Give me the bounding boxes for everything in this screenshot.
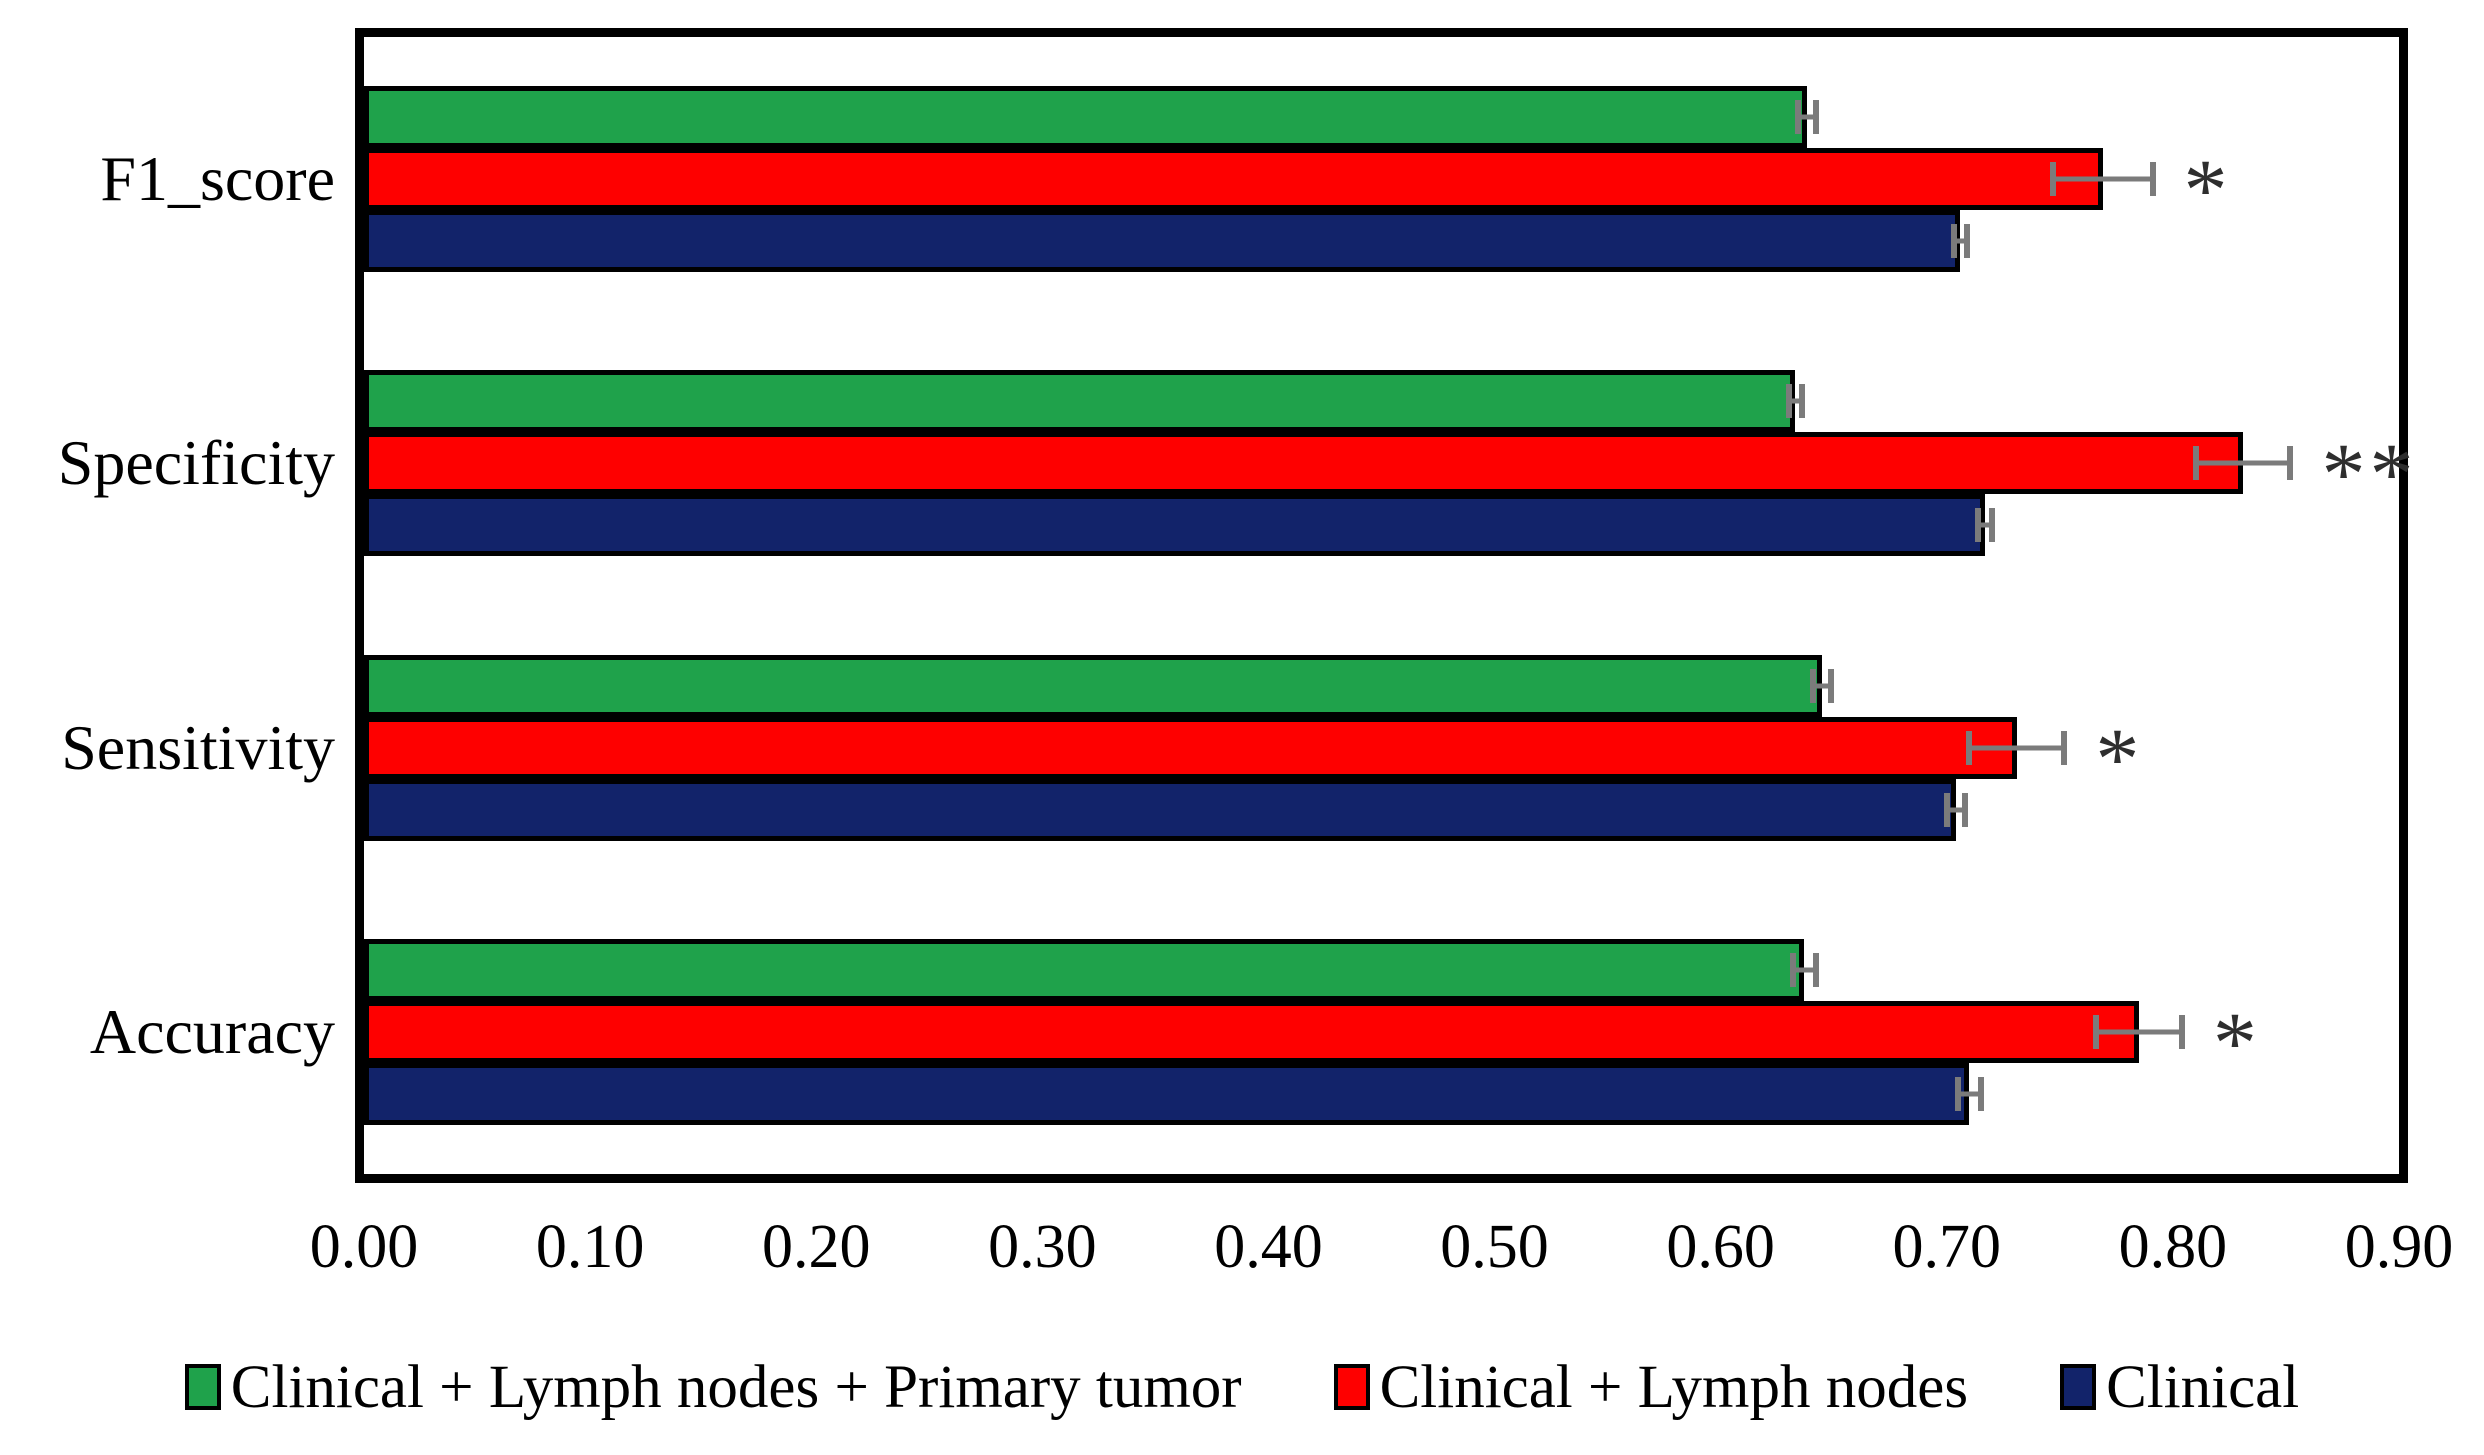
error-bar-cap	[1961, 792, 1968, 827]
error-bar-cap	[1943, 792, 1950, 827]
error-bar-cap	[1799, 384, 1806, 419]
error-bar-cap	[1975, 508, 1982, 543]
legend-swatch	[184, 1364, 221, 1410]
legend-label: Clinical + Lymph nodes	[1379, 1353, 1969, 1421]
bar: *	[364, 715, 2139, 803]
x-tick-label: 0.60	[1666, 1213, 1775, 1281]
error-bar-cap	[2050, 162, 2057, 197]
error-bar	[2096, 1029, 2182, 1035]
legend: Clinical + Lymph nodes + Primary tumor Cl…	[0, 1335, 2484, 1439]
legend-item: Clinical + Lymph nodes	[1333, 1353, 1969, 1421]
x-tick-label: 0.80	[2118, 1213, 2228, 1281]
category-band: **	[364, 321, 2413, 605]
error-bar-cap	[1950, 224, 1957, 259]
error-bar	[1969, 745, 2065, 751]
bar	[364, 210, 1971, 273]
error-bar	[1797, 114, 1816, 120]
error-bar-cap	[2178, 1014, 2185, 1049]
legend-label: Clinical	[2106, 1353, 2300, 1421]
x-tick-label: 0.90	[2344, 1213, 2454, 1281]
error-bar-cap	[2287, 446, 2294, 481]
error-bar	[2195, 460, 2291, 466]
error-bar-cap	[1966, 730, 1973, 765]
legend-swatch	[1333, 1364, 1370, 1410]
error-bar	[1953, 238, 1968, 244]
x-tick-label: 0.50	[1440, 1213, 1549, 1281]
bar	[364, 654, 1835, 717]
error-bar	[2053, 176, 2153, 182]
category-band: *	[364, 890, 2399, 1174]
error-bar	[1788, 398, 1803, 404]
error-bar-cap	[1785, 384, 1792, 419]
category-label: Specificity	[57, 427, 335, 499]
error-bar	[1793, 967, 1816, 973]
x-tick-label: 0.70	[1892, 1213, 2002, 1281]
error-bar-cap	[1810, 668, 1817, 703]
error-bar-cap	[2192, 446, 2199, 481]
error-bar-cap	[2061, 730, 2068, 765]
x-tick-label: 0.20	[761, 1213, 871, 1281]
bar: *	[364, 147, 2228, 235]
legend-swatch	[2060, 1364, 2097, 1410]
bar	[364, 370, 1806, 433]
significance-marker: *	[2095, 710, 2144, 808]
error-bar-cap	[1828, 668, 1835, 703]
bar	[364, 778, 1968, 841]
error-bar-cap	[2149, 162, 2156, 197]
error-bar	[1813, 683, 1832, 689]
x-tick-label: 0.00	[309, 1213, 419, 1281]
bar	[364, 86, 1819, 149]
bar: *	[364, 1000, 2257, 1088]
error-bar	[1958, 1091, 1981, 1097]
plot-area: * ** * *	[355, 28, 2413, 1183]
bar	[364, 494, 1995, 557]
error-bar-cap	[1977, 1076, 1984, 1111]
x-tick-label: 0.10	[535, 1213, 645, 1281]
error-bar-cap	[2093, 1014, 2099, 1049]
category-band: *	[364, 37, 2399, 321]
legend-item: Clinical + Lymph nodes + Primary tumor	[184, 1353, 1242, 1421]
category-label: Sensitivity	[61, 711, 335, 783]
error-bar-cap	[1989, 508, 1995, 543]
error-bar-cap	[1964, 224, 1971, 259]
error-bar	[1978, 522, 1992, 528]
significance-marker: *	[2212, 995, 2261, 1093]
significance-marker: *	[2183, 142, 2232, 240]
x-tick-label: 0.30	[988, 1213, 1097, 1281]
error-bar-cap	[1812, 952, 1819, 987]
category-band: *	[364, 606, 2399, 890]
bar: **	[364, 431, 2413, 519]
error-bar-cap	[1955, 1076, 1962, 1111]
bar	[364, 1062, 1984, 1125]
category-label: Accuracy	[89, 995, 335, 1067]
error-bar-cap	[1790, 952, 1797, 987]
error-bar	[1946, 807, 1965, 813]
x-tick-label: 0.40	[1214, 1213, 1323, 1281]
legend-label: Clinical + Lymph nodes + Primary tumor	[230, 1353, 1242, 1421]
error-bar-cap	[1794, 100, 1801, 135]
significance-marker: **	[2321, 426, 2418, 524]
legend-item: Clinical	[2060, 1357, 2299, 1418]
category-label: F1_score	[100, 143, 335, 215]
bar	[364, 938, 1819, 1001]
error-bar-cap	[1812, 100, 1819, 135]
